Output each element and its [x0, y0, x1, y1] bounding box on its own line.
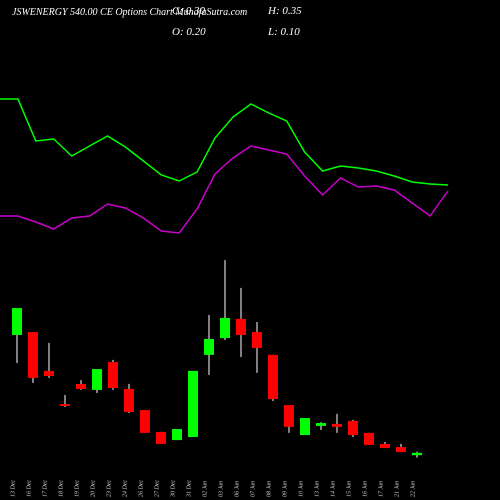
candle-body: [28, 332, 38, 378]
x-tick-label: 02 Jan: [202, 481, 208, 497]
line-series: [0, 98, 449, 186]
close-label: C: 0.30: [172, 5, 206, 17]
candle-body: [348, 420, 358, 436]
x-tick-label: 16 Jan: [362, 481, 368, 497]
x-tick-label: 20 Dec: [90, 480, 96, 497]
high-label: H: 0.35: [267, 5, 302, 17]
candle-body: [172, 429, 182, 441]
candle-body: [252, 332, 262, 348]
candle-body: [60, 404, 70, 406]
x-tick-label: 14 Jan: [329, 481, 336, 497]
open-label: O: 0.20: [172, 26, 206, 38]
x-tick-label: 27 Dec: [154, 480, 160, 497]
candle-body: [236, 318, 246, 335]
candle-body: [140, 410, 150, 433]
x-tick-label: 03 Jan: [218, 481, 224, 497]
candle-body: [188, 370, 198, 437]
candle-body: [412, 452, 422, 456]
x-tick-label: 22 Jan: [410, 481, 416, 497]
candle-body: [92, 369, 102, 390]
x-tick-label: 17 Dec: [42, 480, 48, 497]
candle-body: [268, 354, 278, 400]
candle-body: [300, 418, 310, 436]
x-tick-label: 18 Dec: [58, 480, 64, 497]
candle-body: [108, 362, 118, 388]
candle-body: [220, 317, 230, 339]
x-tick-label: 06 Jan: [234, 481, 240, 497]
x-tick-label: 07 Jan: [250, 481, 256, 497]
candle-body: [12, 308, 22, 335]
candle-body: [332, 424, 342, 427]
candle-body: [396, 447, 406, 453]
line-series: [0, 145, 449, 234]
candle-body: [76, 383, 86, 389]
x-tick-label: 15 Jan: [346, 481, 352, 497]
x-tick-label: 26 Dec: [138, 480, 144, 497]
candle-body: [380, 443, 390, 448]
x-tick-label: 19 Dec: [74, 480, 80, 497]
x-tick-label: 09 Jan: [282, 481, 288, 497]
candle-body: [284, 405, 294, 427]
x-tick-label: 30 Dec: [170, 480, 176, 498]
x-tick-label: 13 Jan: [314, 481, 320, 497]
candle-body: [204, 339, 214, 355]
candle-body: [156, 431, 166, 444]
x-tick-label: 16 Dec: [26, 480, 32, 497]
x-tick-label: 13 Dec: [10, 480, 16, 497]
chart-title: JSWENERGY 540.00 CE Options Chart Munafa…: [12, 7, 247, 18]
low-label: L: 0.10: [267, 26, 300, 38]
candle-body: [364, 432, 374, 445]
candle-body: [44, 370, 54, 376]
x-tick-label: 21 Jan: [394, 481, 400, 497]
candle-body: [124, 388, 134, 412]
x-tick-label: 31 Dec: [186, 480, 192, 498]
x-tick-label: 17 Jan: [378, 481, 384, 497]
candle-body: [316, 423, 326, 426]
x-tick-label: 23 Dec: [106, 480, 112, 497]
x-tick-label: 24 Dec: [121, 480, 128, 497]
x-tick-label: 10 Jan: [298, 481, 304, 497]
x-tick-label: 08 Jan: [266, 481, 272, 497]
